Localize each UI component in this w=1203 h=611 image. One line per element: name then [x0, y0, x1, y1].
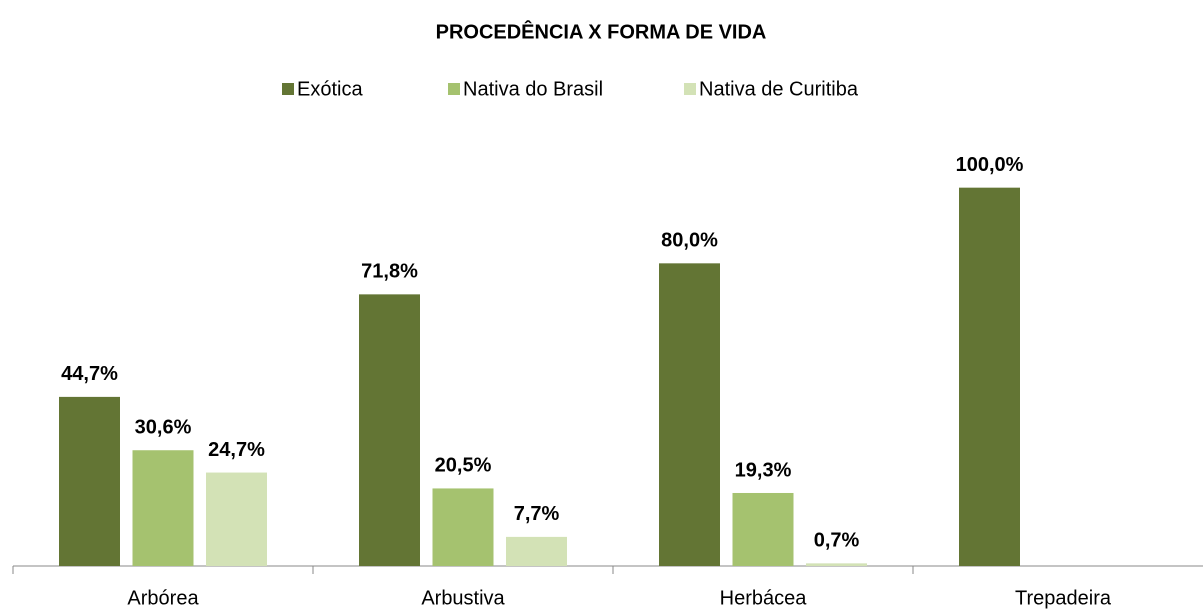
value-label: 24,7%	[208, 439, 265, 461]
value-label: 7,7%	[514, 503, 560, 525]
value-label: 80,0%	[661, 230, 718, 252]
bar	[659, 263, 720, 566]
chart-title: PROCEDÊNCIA X FORMA DE VIDA	[436, 19, 767, 43]
legend-swatch	[684, 83, 696, 95]
legend-label: Nativa de Curitiba	[699, 78, 859, 100]
bar	[806, 563, 867, 566]
x-tick-label: Trepadeira	[1015, 587, 1112, 609]
value-label: 71,8%	[361, 261, 418, 283]
x-tick-label: Arbustiva	[421, 587, 505, 609]
bar	[59, 396, 120, 566]
legend-label: Nativa do Brasil	[463, 78, 603, 100]
bar	[432, 488, 494, 566]
bar	[206, 472, 267, 566]
legend-label: Exótica	[297, 78, 363, 100]
value-label: 30,6%	[135, 417, 192, 439]
value-label: 100,0%	[956, 154, 1024, 176]
value-label: 19,3%	[735, 459, 792, 481]
legend-swatch	[282, 83, 294, 95]
bar	[959, 187, 1020, 566]
legend-swatch	[448, 83, 460, 95]
value-label: 44,7%	[61, 363, 118, 385]
value-label: 0,7%	[814, 530, 860, 552]
x-tick-label: Herbácea	[720, 587, 808, 609]
x-tick-label: Arbórea	[127, 587, 199, 609]
bar	[506, 536, 567, 566]
bar	[132, 450, 194, 566]
bar	[359, 294, 420, 566]
bar	[732, 492, 794, 566]
value-label: 20,5%	[435, 455, 492, 477]
